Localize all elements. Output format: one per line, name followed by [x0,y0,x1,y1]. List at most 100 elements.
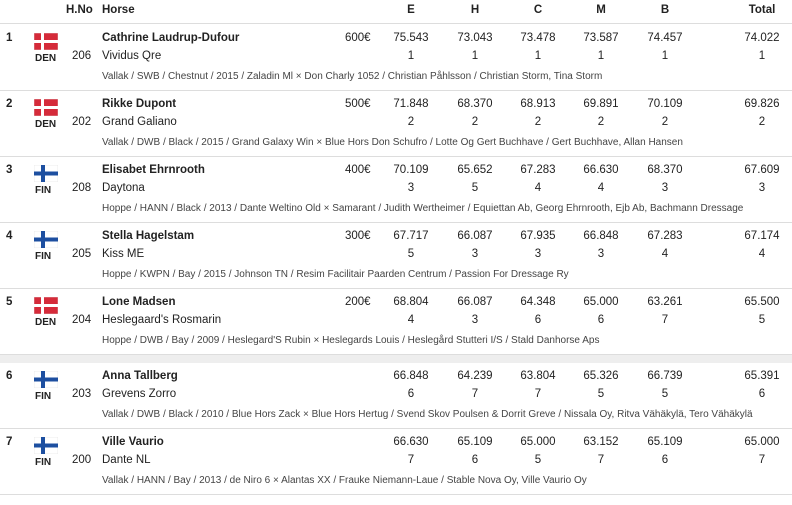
score: 66.848 [583,230,619,242]
score: 66.848 [393,370,429,382]
score: 75.543 [393,32,429,44]
placing: 3 [597,248,605,260]
placing: 3 [661,182,669,194]
header-judge: C [533,4,543,16]
flag [33,164,59,183]
score: 67.609 [744,164,780,176]
horse: Kiss ME [102,248,145,260]
header-total: Total [748,4,776,16]
score: 63.152 [583,436,619,448]
country: FIN [35,391,52,402]
horse: Vividus Qre [102,50,162,62]
score: 74.457 [647,32,683,44]
placing: 6 [407,388,415,400]
details: Hoppe / HANN / Black / 2013 / Dante Welt… [102,203,744,214]
score: 70.109 [393,164,429,176]
prize: 400€ [345,164,371,176]
placing: 6 [534,314,542,326]
prize: 200€ [345,296,371,308]
score: 64.239 [457,370,493,382]
country: DEN [35,317,57,328]
placing: 7 [597,454,605,466]
horse: Grand Galiano [102,116,177,128]
rider: Cathrine Laudrup-Dufour [102,32,240,44]
placing: 1 [534,50,542,62]
flag [33,230,59,249]
placing: 3 [471,314,479,326]
header-judge: E [407,4,415,16]
score: 69.826 [744,98,780,110]
details: Vallak / SWB / Chestnut / 2015 / Zaladin… [102,71,603,82]
score: 67.283 [520,164,556,176]
flag-icon [33,32,59,51]
hno: 202 [72,116,92,128]
score: 65.000 [583,296,619,308]
flag [33,98,59,117]
header-judge: M [596,4,606,16]
separator [0,494,792,495]
score: 63.804 [520,370,556,382]
score: 74.022 [744,32,780,44]
separator [0,156,792,157]
placing: 3 [758,182,766,194]
separator [0,222,792,223]
rider: Ville Vaurio [102,436,164,448]
placing: 5 [407,248,415,260]
placing: 2 [471,116,479,128]
placing: 2 [661,116,669,128]
score: 65.652 [457,164,493,176]
score: 73.587 [583,32,619,44]
placing: 1 [407,50,415,62]
separator [0,23,792,24]
hno: 204 [72,314,92,326]
placing: 6 [471,454,479,466]
country: DEN [35,53,57,64]
flag [33,370,59,389]
placing: 3 [407,182,415,194]
placing: 7 [471,388,479,400]
placing: 7 [758,454,766,466]
flag [33,296,59,315]
placing: 7 [534,388,542,400]
placing: 3 [471,248,479,260]
rank: 3 [6,164,13,176]
country: FIN [35,251,52,262]
separator [0,90,792,91]
header-hno: H.No [66,4,93,16]
hno: 208 [72,182,92,194]
placing: 7 [407,454,415,466]
rider: Stella Hagelstam [102,230,195,242]
flag-icon [33,98,59,117]
score: 65.000 [520,436,556,448]
group-gap [0,355,792,363]
placing: 2 [407,116,415,128]
flag-icon [33,230,59,249]
placing: 5 [471,182,479,194]
score: 65.391 [744,370,780,382]
placing: 4 [597,182,605,194]
horse: Grevens Zorro [102,388,177,400]
placing: 2 [597,116,605,128]
details: Hoppe / KWPN / Bay / 2015 / Johnson TN /… [102,269,569,280]
rider: Elisabet Ehrnrooth [102,164,205,176]
header-judge: B [660,4,670,16]
horse: Daytona [102,182,145,194]
score: 69.891 [583,98,619,110]
separator [0,288,792,289]
placing: 6 [758,388,766,400]
score: 65.000 [744,436,780,448]
details: Hoppe / DWB / Bay / 2009 / Heslegard'S R… [102,335,600,346]
score: 67.717 [393,230,429,242]
placing: 5 [597,388,605,400]
horse: Heslegaard's Rosmarin [102,314,222,326]
flag [33,32,59,51]
hno: 203 [72,388,92,400]
placing: 5 [534,454,542,466]
score: 66.739 [647,370,683,382]
prize: 300€ [345,230,371,242]
score: 71.848 [393,98,429,110]
hno: 206 [72,50,92,62]
rider: Anna Tallberg [102,370,178,382]
score: 68.913 [520,98,556,110]
